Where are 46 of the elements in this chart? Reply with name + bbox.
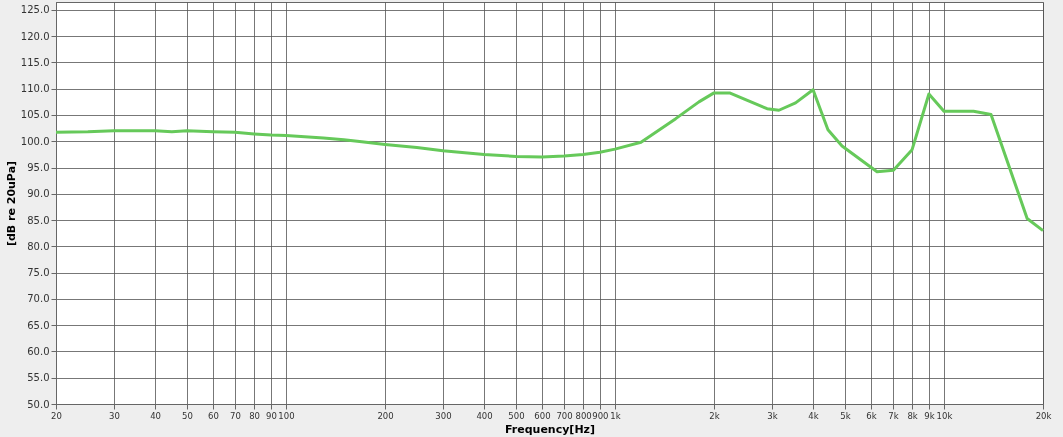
x-axis-title: Frequency[Hz] (504, 423, 596, 436)
x-tick-label: 300 (435, 410, 452, 421)
x-tick-label: 20k (1035, 410, 1052, 421)
x-tick-label: 8k (907, 410, 918, 421)
y-axis-title: [dB re 20uPa] (4, 160, 18, 247)
x-tick-label: 800 (575, 410, 592, 421)
x-tick-label: 700 (556, 410, 573, 421)
y-tick-label: 85.0 (27, 214, 50, 226)
y-tick-label: 90.0 (27, 188, 50, 200)
y-tick-label: 80.0 (27, 240, 50, 252)
y-tick-label: 120.0 (20, 30, 50, 42)
x-tick-label: 900 (592, 410, 609, 421)
x-tick-label: 10k (936, 410, 953, 421)
y-tick-label: 55.0 (27, 372, 50, 384)
x-tick-label: 600 (534, 410, 551, 421)
y-tick-label: 65.0 (27, 319, 50, 331)
x-tick-label: 2k (709, 410, 720, 421)
x-tick-label: 40 (150, 410, 161, 421)
x-tick-label: 100 (278, 410, 295, 421)
y-tick-label: 70.0 (27, 293, 50, 305)
x-tick-label: 70 (230, 410, 241, 421)
x-tick-label: 500 (508, 410, 525, 421)
x-tick-label: 7k (888, 410, 899, 421)
y-tick-label: 125.0 (20, 4, 50, 16)
y-tick-label: 110.0 (20, 83, 50, 95)
y-tick-label: 115.0 (20, 56, 50, 68)
x-tick-label: 60 (208, 410, 219, 421)
x-tick-label: 30 (109, 410, 120, 421)
y-tick-label: 60.0 (27, 345, 50, 357)
y-tick-label: 50.0 (27, 398, 50, 410)
x-tick-label: 80 (249, 410, 260, 421)
x-tick-label: 5k (840, 410, 851, 421)
x-tick-label: 400 (476, 410, 493, 421)
x-tick-label: 90 (265, 410, 277, 421)
x-tick-label: 6k (866, 410, 877, 421)
x-tick-label: 50 (182, 410, 193, 421)
x-tick-label: 20 (51, 410, 62, 421)
x-tick-label: 3k (767, 410, 778, 421)
x-tick-label: 9k (924, 410, 935, 421)
y-tick-label: 105.0 (20, 109, 50, 121)
y-tick-label: 95.0 (27, 162, 50, 174)
x-tick-label: 1k (610, 410, 621, 421)
y-tick-label: 75.0 (27, 267, 50, 279)
x-tick-label: 4k (808, 410, 819, 421)
x-tick-label: 200 (377, 410, 394, 421)
y-tick-label: 100.0 (20, 135, 50, 147)
